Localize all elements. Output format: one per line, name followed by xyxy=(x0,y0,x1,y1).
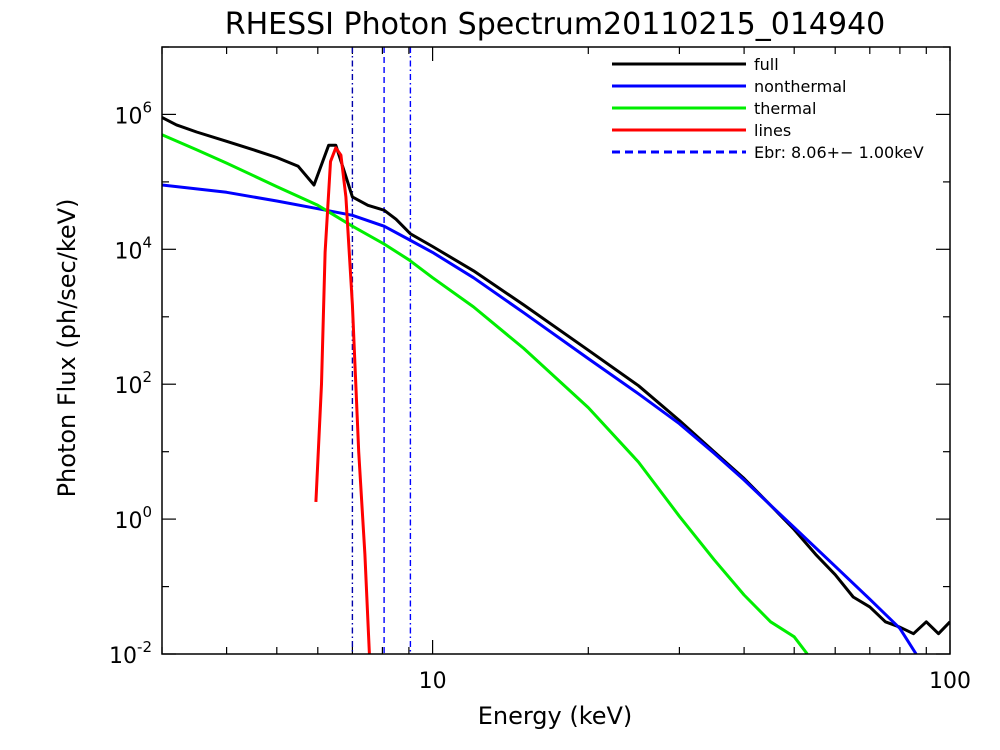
y-tick-label: 102 xyxy=(114,368,152,399)
x-axis-label: Energy (keV) xyxy=(478,702,633,730)
legend-label: Ebr: 8.06+− 1.00keV xyxy=(754,143,924,162)
legend-label: lines xyxy=(754,121,791,140)
series-line-full xyxy=(162,116,950,636)
legend: full nonthermal thermal lines Ebr: 8.06+− 1.… xyxy=(612,55,924,162)
legend-label: full xyxy=(754,55,779,74)
y-axis-label: Photon Flux (ph/sec/keV) xyxy=(53,199,81,498)
x-tick-label: 10 xyxy=(419,669,447,694)
legend-label: thermal xyxy=(754,99,816,118)
plot-frame xyxy=(161,46,951,655)
y-tick-label: 10-2 xyxy=(109,638,152,669)
series-lines xyxy=(162,116,950,654)
series-line-lines xyxy=(314,146,371,654)
legend-label: nonthermal xyxy=(754,77,846,96)
chart-title: RHESSI Photon Spectrum20110215_014940 xyxy=(225,7,886,42)
series-line-nonthermal xyxy=(162,183,918,654)
reference-lines xyxy=(351,47,412,654)
y-tick-label: 104 xyxy=(114,233,152,264)
y-tick-label: 100 xyxy=(114,503,152,534)
y-tick-label: 106 xyxy=(114,98,152,129)
axis-ticks: 10 100 10-2 100 102 104 106 xyxy=(109,46,971,694)
series-line-thermal xyxy=(162,133,809,654)
x-tick-label: 100 xyxy=(929,669,971,694)
